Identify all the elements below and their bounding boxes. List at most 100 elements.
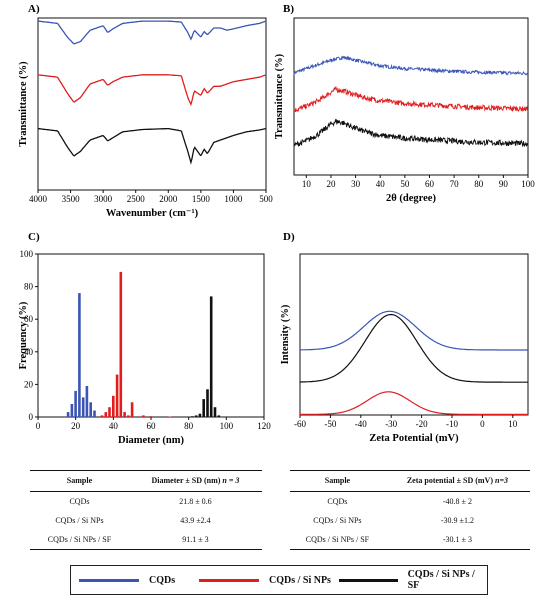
bar xyxy=(85,386,89,417)
bar xyxy=(202,399,205,417)
zeta-header-value: Zeta potential ± SD (mV) n=3 xyxy=(384,470,530,492)
table-row: CQDs / Si NPs 43.9 ±2.4 xyxy=(30,511,262,530)
series-line xyxy=(300,391,528,415)
x-tick-label: 40 xyxy=(109,421,119,431)
table-cell: -40.8 ± 2 xyxy=(442,497,472,506)
x-axis-title: Diameter (nm) xyxy=(118,435,184,446)
bar xyxy=(198,413,202,417)
bar xyxy=(191,416,194,417)
bar xyxy=(104,412,108,417)
x-tick-label: -10 xyxy=(446,419,458,429)
table-cell: CQDs / Si NPs / SF xyxy=(290,530,385,550)
table-cell: CQDs xyxy=(327,497,348,506)
x-tick-label: 80 xyxy=(474,179,484,189)
bar xyxy=(112,395,115,417)
y-axis-title: Frequency (%) xyxy=(18,301,29,369)
x-tick-label: 120 xyxy=(257,421,271,431)
y-axis-title: Intensity (%) xyxy=(280,304,291,364)
bar xyxy=(127,415,130,417)
x-tick-label: 50 xyxy=(400,179,410,189)
bar xyxy=(168,416,172,417)
y-axis-title: Transmittance (%) xyxy=(274,53,285,139)
bar xyxy=(89,402,92,417)
x-tick-label: 80 xyxy=(184,421,194,431)
table-cell: 21.8 ± 0.6 xyxy=(179,497,212,506)
series-line xyxy=(293,85,529,113)
legend-item-cqds-si-sf: CQDs / Si NPs / SF xyxy=(339,566,487,594)
bar xyxy=(194,415,198,417)
bar xyxy=(119,271,123,417)
x-tick-label: 10 xyxy=(508,419,518,429)
table-cell: -30.9 ±1.2 xyxy=(440,516,474,525)
table-row: CQDs / Si NPs / SF -30.1 ± 3 xyxy=(290,530,530,550)
bar xyxy=(213,407,217,417)
series-line xyxy=(37,20,267,45)
x-tick-label: 60 xyxy=(147,421,157,431)
bar xyxy=(130,402,134,417)
bar xyxy=(66,412,70,417)
diameter-header-n: n = 3 xyxy=(222,476,240,485)
x-tick-label: -20 xyxy=(416,419,428,429)
bar xyxy=(206,389,209,417)
y-axis-title: Transmittance (%) xyxy=(18,61,29,147)
diameter-table: Sample Diameter ± SD (nm) n = 3 CQDs 21.… xyxy=(30,470,262,550)
bar xyxy=(142,415,145,417)
x-tick-label: -30 xyxy=(385,419,397,429)
bar xyxy=(74,390,77,417)
x-axis-title: Zeta Potential (mV) xyxy=(369,433,459,444)
plot-frame-b xyxy=(293,17,529,176)
x-tick-label: 0 xyxy=(480,419,485,429)
x-tick-label: 1500 xyxy=(192,194,211,204)
legend-label: CQDs / Si NPs / SF xyxy=(407,569,475,591)
x-tick-label: 40 xyxy=(376,179,386,189)
x-tick-label: 70 xyxy=(450,179,460,189)
y-tick-label: 60 xyxy=(24,314,34,324)
x-tick-label: 2500 xyxy=(127,194,146,204)
x-tick-label: 4000 xyxy=(29,194,48,204)
table-cell: 43.9 ±2.4 xyxy=(180,516,211,525)
table-cell: CQDs xyxy=(69,497,90,506)
y-tick-label: 40 xyxy=(24,347,34,357)
table-cell: CQDs / Si NPs xyxy=(313,516,362,525)
table-row: CQDs 21.8 ± 0.6 xyxy=(30,492,262,512)
bar xyxy=(108,407,111,417)
legend-swatch xyxy=(79,578,139,582)
table-cell: CQDs / Si NPs xyxy=(55,516,104,525)
x-tick-label: 1000 xyxy=(224,194,243,204)
x-axis-title: Wavenumber (cm⁻¹) xyxy=(106,208,199,219)
legend-item-cqds: CQDs xyxy=(79,566,175,594)
panel-b-label: B) xyxy=(283,3,294,15)
bar xyxy=(209,296,213,417)
table-row: CQDs -40.8 ± 2 xyxy=(290,492,530,512)
bar xyxy=(149,416,153,417)
bar xyxy=(100,415,104,417)
x-tick-label: 90 xyxy=(499,179,509,189)
plot-frame-c xyxy=(37,253,265,418)
x-tick-label: 60 xyxy=(425,179,435,189)
panel-d-label: D) xyxy=(283,231,295,243)
legend-label: CQDs xyxy=(149,574,176,586)
legend-item-cqds-si: CQDs / Si NPs xyxy=(199,566,331,594)
y-tick-label: 20 xyxy=(24,379,34,389)
x-tick-label: 30 xyxy=(351,179,361,189)
table-cell: 91.1 ± 3 xyxy=(128,530,262,550)
plot-frame-d xyxy=(299,253,529,416)
zeta-header-sample: Sample xyxy=(290,470,385,492)
x-tick-label: -50 xyxy=(324,419,336,429)
bar xyxy=(115,374,119,417)
x-tick-label: 3500 xyxy=(62,194,81,204)
zeta-header-text: Zeta potential ± SD (mV) xyxy=(406,476,493,485)
x-tick-label: 0 xyxy=(36,421,41,431)
bar xyxy=(93,410,96,417)
series-line xyxy=(37,127,267,165)
diameter-header-sample: Sample xyxy=(30,470,129,492)
panel-c-label: C) xyxy=(28,231,40,243)
y-tick-label: 80 xyxy=(24,282,34,292)
diameter-header-text: Diameter ± SD (nm) xyxy=(151,476,221,485)
bar xyxy=(81,397,85,417)
series-line xyxy=(299,310,528,351)
x-tick-label: 2000 xyxy=(159,194,178,204)
zeta-header-n: n=3 xyxy=(495,476,509,485)
legend-swatch xyxy=(339,578,398,582)
x-axis-title: 2θ (degree) xyxy=(386,193,436,204)
